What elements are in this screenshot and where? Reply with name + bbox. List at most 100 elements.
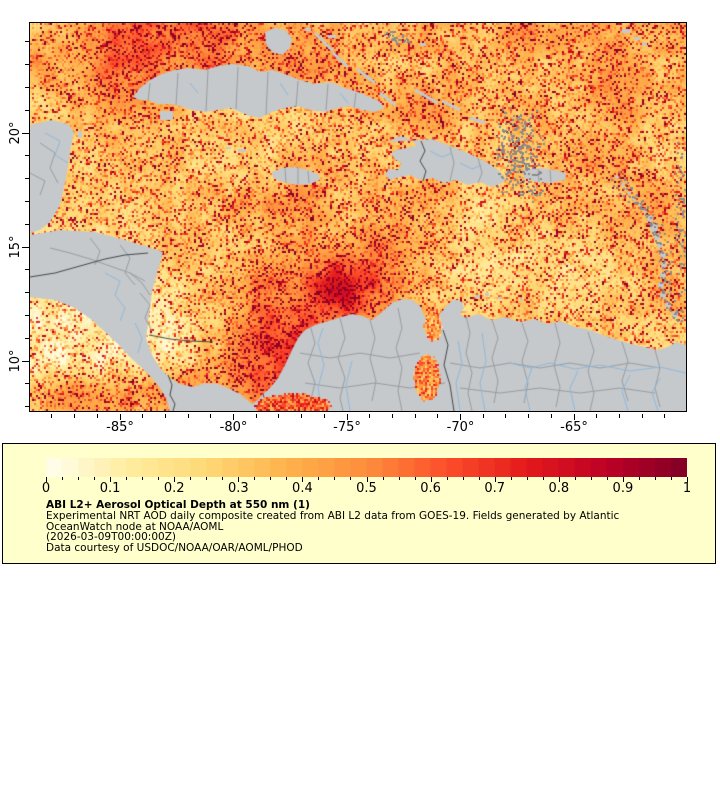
y-minor-tick: [25, 223, 29, 225]
y-minor-tick: [25, 155, 29, 157]
colorbar-minor-tick: [398, 477, 400, 480]
x-minor-tick: [528, 414, 530, 418]
colorbar-minor-tick: [414, 477, 416, 480]
colorbar-minor-tick: [654, 477, 656, 480]
colorbar-tick-label: 0.8: [548, 481, 570, 496]
x-minor-tick: [142, 414, 144, 418]
colorbar-tick-label: 0.1: [99, 481, 121, 496]
colorbar-major-tick: [558, 477, 560, 482]
x-minor-tick: [96, 414, 98, 418]
colorbar-minor-tick: [590, 477, 592, 480]
colorbar-major-tick: [46, 477, 47, 482]
aod-raster-map: [30, 23, 686, 411]
colorbar-minor-tick: [462, 477, 464, 480]
colorbar-minor-tick: [510, 477, 512, 480]
x-minor-tick: [51, 414, 53, 418]
x-minor-tick: [255, 414, 257, 418]
x-minor-tick: [505, 414, 507, 418]
colorbar-minor-tick: [350, 477, 352, 480]
x-minor-tick: [641, 414, 643, 418]
legend-description-line-2: OceanWatch node at NOAA/AOML: [46, 520, 224, 533]
colorbar-minor-tick: [446, 477, 448, 480]
colorbar-major-tick: [110, 477, 112, 482]
x-axis-label: -80°: [219, 420, 248, 435]
colorbar-tick-label: 0.2: [163, 481, 185, 496]
colorbar-tick-label: 0.4: [292, 481, 313, 496]
x-major-tick: [460, 414, 461, 420]
colorbar-tick-label: 0.6: [420, 481, 441, 496]
colorbar-major-tick: [366, 477, 368, 482]
colorbar: [46, 458, 687, 477]
colorbar-minor-tick: [638, 477, 640, 480]
colorbar-tick-label: 0: [41, 481, 51, 496]
colorbar-minor-tick: [206, 477, 208, 480]
y-axis-label: 20°: [8, 121, 23, 145]
x-minor-tick: [391, 414, 393, 418]
colorbar-minor-tick: [382, 477, 384, 480]
colorbar-major-tick: [302, 477, 304, 482]
y-minor-tick: [25, 314, 29, 316]
legend-courtesy: Data courtesy of USDOC/NOAA/OAR/AOML/PHO…: [46, 542, 303, 555]
colorbar-minor-tick: [222, 477, 224, 480]
x-major-tick: [119, 414, 121, 420]
colorbar-minor-tick: [542, 477, 544, 480]
x-minor-tick: [596, 414, 598, 418]
y-axis-label: 10°: [8, 349, 23, 373]
legend-description-line-1: Experimental NRT AOD daily composite cre…: [46, 509, 620, 522]
colorbar-major-tick: [430, 477, 432, 482]
x-minor-tick: [437, 414, 439, 418]
colorbar-minor-tick: [478, 477, 480, 480]
y-minor-tick: [25, 64, 29, 66]
colorbar-minor-tick: [606, 477, 608, 480]
y-major-tick: [22, 132, 29, 134]
x-axis-label: -75°: [333, 420, 361, 435]
x-major-tick: [233, 414, 234, 420]
map-frame: [29, 22, 687, 412]
colorbar-minor-tick: [286, 477, 288, 480]
colorbar-minor-tick: [318, 477, 320, 480]
colorbar-minor-tick: [78, 477, 80, 480]
x-minor-tick: [187, 414, 189, 418]
colorbar-minor-tick: [270, 477, 272, 480]
y-minor-tick: [25, 406, 29, 408]
legend-box: 0 0.1 0.2 0.3 0.4 0.5 0.6 0.7 0.8 0.9 1 ABI L2+ Ae…: [2, 443, 716, 564]
x-axis-label: -85°: [106, 420, 134, 435]
colorbar-tick-label: 1: [682, 481, 692, 496]
x-minor-tick: [482, 414, 484, 418]
colorbar-minor-tick: [574, 477, 576, 480]
colorbar-minor-tick: [526, 477, 528, 480]
colorbar-tick-label: 0.7: [484, 481, 506, 496]
y-minor-tick: [25, 109, 29, 111]
y-minor-tick: [25, 86, 29, 88]
colorbar-minor-tick: [158, 477, 160, 480]
x-minor-tick: [210, 414, 212, 418]
colorbar-minor-tick: [334, 477, 336, 480]
colorbar-tick-label: 0.3: [227, 481, 249, 496]
legend-title: ABI L2+ Aerosol Optical Depth at 550 nm …: [46, 499, 310, 511]
colorbar-minor-tick: [94, 477, 96, 480]
x-minor-tick: [664, 414, 666, 418]
colorbar-minor-tick: [670, 477, 672, 480]
colorbar-minor-tick: [126, 477, 128, 480]
y-major-tick: [22, 360, 29, 362]
legend-timestamp: (2026-03-09T00:00:00Z): [46, 531, 176, 544]
x-major-tick: [573, 414, 575, 420]
colorbar-tick-label: 0.5: [356, 481, 377, 496]
y-minor-tick: [25, 383, 29, 385]
y-minor-tick: [25, 41, 29, 43]
colorbar-major-tick: [238, 477, 240, 482]
x-minor-tick: [369, 414, 371, 418]
y-major-tick: [22, 246, 29, 248]
x-axis-label: -70°: [446, 420, 475, 435]
colorbar-major-tick: [622, 477, 624, 482]
x-axis-label: -65°: [560, 420, 588, 435]
x-minor-tick: [164, 414, 166, 418]
colorbar-tick-label: 0.9: [612, 481, 634, 496]
colorbar-minor-tick: [62, 477, 64, 480]
y-minor-tick: [25, 178, 29, 180]
y-minor-tick: [25, 200, 29, 202]
colorbar-major-tick: [174, 477, 176, 482]
y-minor-tick: [25, 269, 29, 271]
x-minor-tick: [550, 414, 552, 418]
